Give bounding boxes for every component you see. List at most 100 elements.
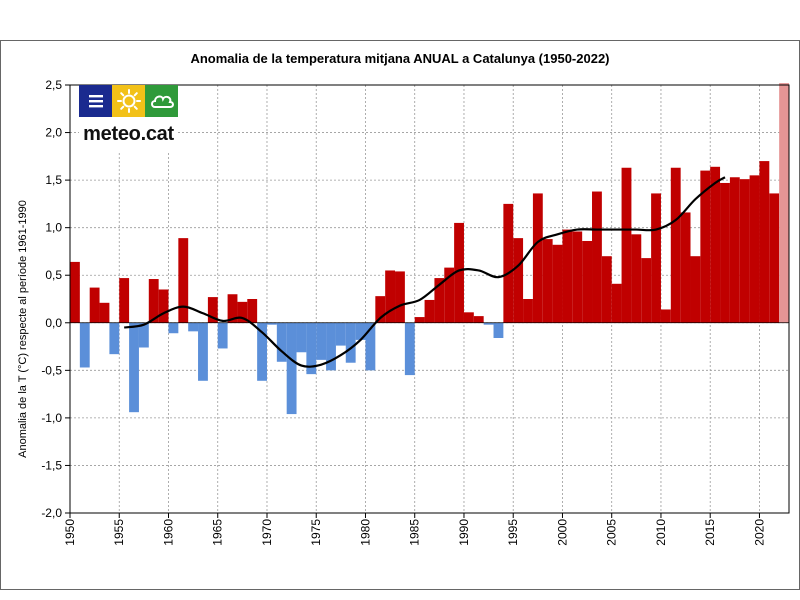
bar-1990 (463, 312, 474, 323)
y-tick-label: 2,5 (45, 78, 62, 92)
bar-2021 (769, 193, 780, 323)
bar-2004 (601, 256, 612, 323)
y-tick-label: 0,5 (45, 268, 62, 282)
cloud-icon (145, 85, 178, 117)
bar-1987 (434, 278, 445, 323)
bar-2019 (749, 175, 760, 323)
y-axis-label: Anomalia de la T (°C) respecte al períod… (17, 200, 29, 458)
bar-1988 (444, 267, 455, 323)
bar-1993 (493, 322, 504, 338)
bar-1992 (483, 322, 494, 325)
x-tick-label: 1980 (358, 519, 372, 546)
bar-1964 (207, 297, 218, 323)
y-tick-label: -0,5 (41, 363, 62, 377)
bar-1972 (286, 322, 297, 415)
bar-2022 (779, 83, 789, 323)
bar-1980 (365, 322, 376, 371)
bar-1963 (198, 322, 208, 381)
bar-1950 (70, 261, 80, 323)
bar-2006 (621, 167, 632, 323)
bar-1971 (276, 322, 287, 362)
x-tick-label: 1950 (63, 519, 77, 546)
bar-2001 (572, 231, 583, 323)
bar-2014 (700, 170, 711, 323)
bar-1981 (375, 296, 386, 323)
bar-2005 (611, 283, 622, 323)
y-tick-label: 1,5 (45, 173, 62, 187)
x-tick-label: 1985 (408, 519, 422, 546)
bars (70, 83, 789, 415)
x-tick-label: 1965 (211, 519, 225, 546)
y-tick-label: -1,0 (41, 411, 62, 425)
x-tick-label: 1970 (260, 519, 274, 546)
bar-1959 (158, 289, 169, 323)
bar-2008 (641, 258, 652, 323)
bar-1962 (188, 322, 199, 332)
bar-1991 (473, 316, 484, 323)
bar-1979 (355, 322, 366, 340)
x-tick-label: 1955 (112, 519, 126, 546)
bar-1975 (316, 322, 327, 360)
y-tick-label: -1,5 (41, 458, 62, 472)
bar-1967 (237, 301, 248, 323)
x-tick-labels: 1950 1955 1960 1965 1970 1975 1980 1985 1990 1995… (63, 519, 766, 546)
bar-2020 (759, 161, 770, 323)
bar-2010 (660, 309, 671, 323)
y-tick-label: 2,0 (45, 126, 62, 140)
bar-1982 (385, 270, 396, 323)
bar-1999 (552, 244, 563, 323)
bar-1965 (217, 322, 228, 349)
bar-1986 (424, 299, 435, 323)
bar-2015 (710, 166, 721, 323)
bar-2000 (562, 229, 573, 323)
sun-icon (112, 85, 145, 117)
x-tick-label: 2020 (752, 519, 766, 546)
bar-1978 (345, 322, 356, 363)
y-tick-label: 0,0 (45, 316, 62, 330)
bar-1984 (404, 322, 415, 376)
bar-1998 (542, 239, 553, 323)
x-tick-label: 1990 (457, 519, 471, 546)
x-tick-label: 1960 (161, 519, 175, 546)
bar-1996 (523, 299, 533, 323)
bar-2007 (631, 234, 642, 323)
bar-1958 (148, 279, 159, 323)
x-tick-label: 1975 (309, 519, 323, 546)
axes (65, 84, 790, 518)
bar-1989 (454, 222, 464, 323)
x-tick-label: 2000 (555, 519, 569, 546)
bar-1961 (178, 238, 189, 323)
bar-1994 (503, 203, 514, 323)
x-tick-label: 2015 (703, 519, 717, 546)
bar-1969 (257, 322, 267, 381)
meteocat-logo: meteo.cat (79, 85, 178, 151)
bar-1966 (227, 294, 238, 323)
logo-text: meteo.cat (83, 122, 174, 145)
x-tick-label: 1995 (506, 519, 520, 546)
bar-1956 (129, 322, 139, 413)
bar-1995 (513, 238, 524, 323)
bar-1957 (138, 322, 149, 348)
bar-2016 (720, 182, 730, 323)
bar-1976 (326, 322, 336, 371)
menu-icon (79, 85, 112, 117)
bar-1985 (414, 317, 425, 323)
bar-1973 (296, 322, 307, 353)
bar-2012 (680, 212, 691, 323)
bar-1954 (109, 322, 120, 355)
bar-1968 (247, 299, 258, 323)
x-tick-label: 2010 (654, 519, 668, 546)
bar-1952 (89, 287, 100, 323)
logo-icons (79, 85, 178, 117)
y-tick-labels: 2,5 2,0 1,5 1,0 0,5 0,0 -0,5 -1,0 -1,5 -2,0 (41, 78, 62, 520)
plot-area-border (69, 84, 790, 514)
bar-2002 (582, 240, 593, 323)
bar-2009 (651, 193, 661, 323)
bar-1974 (306, 322, 317, 375)
smooth-trend-line (124, 176, 726, 368)
bar-2003 (592, 191, 602, 323)
bar-2018 (739, 179, 750, 323)
bar-1953 (99, 302, 110, 323)
